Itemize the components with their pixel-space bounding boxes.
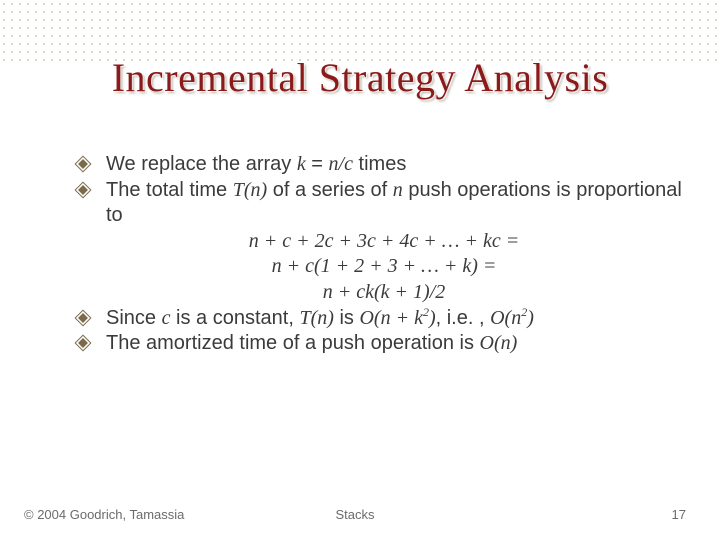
math-O: O(n xyxy=(490,307,521,329)
math-T: T xyxy=(233,179,244,201)
equation-3: n + ck(k + 1)/2 xyxy=(78,280,690,306)
math-k: k xyxy=(297,153,306,175)
math-O: O(n + k xyxy=(359,307,422,329)
footer-page-number: 17 xyxy=(672,507,686,522)
text: is xyxy=(334,307,360,329)
text: The amortized time of a push operation i… xyxy=(106,332,480,354)
text: times xyxy=(353,153,406,175)
super-2: 2 xyxy=(521,305,527,319)
math-Tn: T(n) xyxy=(299,307,333,329)
math-close: ) xyxy=(527,307,534,329)
text: of a series of xyxy=(267,179,393,201)
math-On: O(n) xyxy=(480,332,518,354)
bullet-1: We replace the array k = n/c times xyxy=(78,152,690,178)
math-close: ) xyxy=(429,307,436,329)
math-n: n xyxy=(329,153,339,175)
super-2: 2 xyxy=(423,305,429,319)
math-n: (n) xyxy=(244,179,267,201)
bullet-2: The total time T(n) of a series of n pus… xyxy=(78,178,690,229)
bullet-3: Since c is a constant, T(n) is O(n + k2)… xyxy=(78,306,690,332)
slide-body: We replace the array k = n/c times The t… xyxy=(78,152,690,357)
diamond-icon xyxy=(76,336,90,350)
text: , i.e. , xyxy=(436,307,490,329)
text: = xyxy=(306,153,329,175)
math-n: n xyxy=(393,179,403,201)
math-c: c xyxy=(344,153,353,175)
text: Since xyxy=(106,307,162,329)
equation-1: n + c + 2c + 3c + 4c + … + kc = xyxy=(78,229,690,255)
slide-title: Incremental Strategy Analysis xyxy=(0,54,720,101)
slide-footer: © 2004 Goodrich, Tamassia Stacks 17 xyxy=(24,507,686,522)
text: We replace the array xyxy=(106,153,297,175)
footer-copyright: © 2004 Goodrich, Tamassia xyxy=(24,507,184,522)
equation-2: n + c(1 + 2 + 3 + … + k) = xyxy=(78,254,690,280)
diamond-icon xyxy=(76,183,90,197)
top-dot-pattern xyxy=(0,0,720,62)
footer-topic: Stacks xyxy=(335,507,374,522)
diamond-icon xyxy=(76,157,90,171)
text: The total time xyxy=(106,179,233,201)
bullet-4: The amortized time of a push operation i… xyxy=(78,331,690,357)
text: is a constant, xyxy=(170,307,299,329)
diamond-icon xyxy=(76,310,90,324)
